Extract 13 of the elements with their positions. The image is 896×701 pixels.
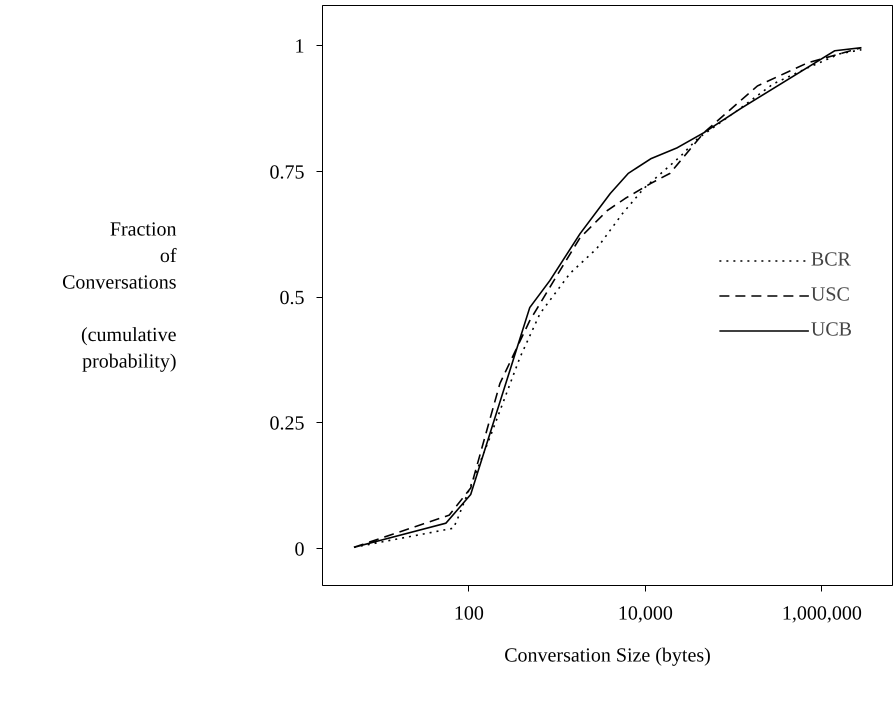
y-tick-label: 0.75	[270, 161, 304, 184]
y-tick-label: 1	[294, 36, 304, 58]
legend-label: USC	[810, 284, 850, 306]
y-tick-label: 0	[294, 538, 304, 560]
x-tick-label: 10,000	[618, 602, 673, 624]
y-tick-label: 0.25	[270, 412, 304, 435]
x-tick-label: 1,000,000	[782, 602, 862, 624]
x-tick-label: 100	[454, 602, 484, 624]
legend-label: BCR	[810, 248, 851, 272]
y-tick-label: 0.5	[280, 287, 304, 310]
text: Fraction of Conversations (cumulative probability)	[62, 218, 177, 372]
legend-label: UCB	[810, 318, 852, 342]
x-axis-title: Conversation Size (bytes)	[504, 644, 711, 666]
